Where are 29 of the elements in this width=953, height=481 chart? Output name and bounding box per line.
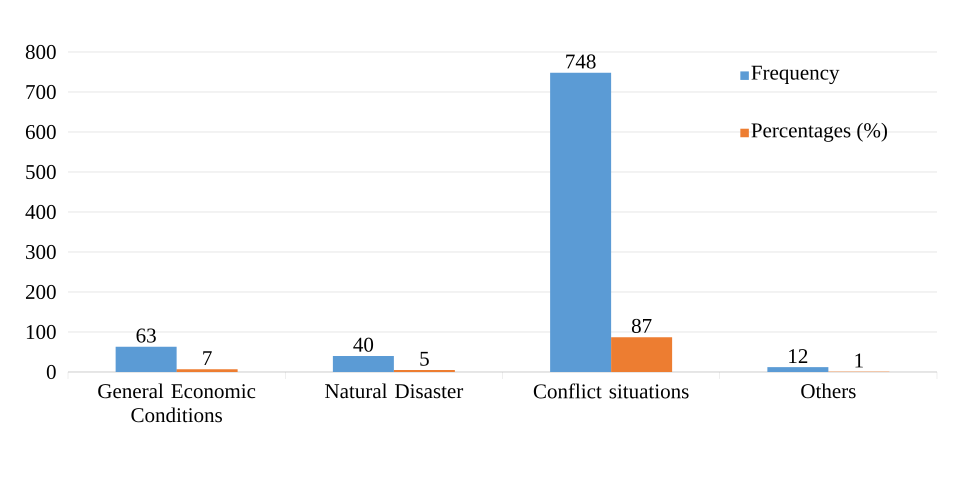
data-label: 12 bbox=[789, 349, 808, 363]
x-tick-label: Conflict situations bbox=[534, 383, 689, 398]
y-tick-label: 700 bbox=[26, 84, 56, 100]
y-tick-label: 100 bbox=[26, 324, 56, 340]
y-tick-label: 200 bbox=[26, 284, 56, 300]
y-tick-label: 0 bbox=[46, 364, 56, 380]
legend-label: Frequency bbox=[751, 66, 840, 84]
bar bbox=[767, 367, 828, 372]
data-label: 87 bbox=[632, 318, 652, 333]
y-tick-label: 800 bbox=[26, 44, 56, 60]
y-tick-label: 400 bbox=[25, 204, 56, 220]
bar bbox=[176, 369, 238, 372]
data-label: 748 bbox=[566, 54, 596, 69]
y-tick-label: 500 bbox=[26, 164, 56, 180]
x-tick-label: Natural Disaster bbox=[325, 383, 464, 398]
x-tick-label: Others bbox=[801, 383, 856, 398]
data-label: 7 bbox=[203, 351, 212, 365]
data-label: 40 bbox=[353, 338, 374, 352]
data-label: 63 bbox=[136, 328, 156, 343]
bar bbox=[116, 346, 177, 372]
bar bbox=[550, 72, 612, 372]
legend-label: Percentages (%) bbox=[751, 122, 887, 142]
data-label: 5 bbox=[420, 352, 429, 366]
y-tick-label: 600 bbox=[26, 124, 56, 140]
bar bbox=[332, 356, 394, 372]
y-tick-label: 300 bbox=[26, 244, 56, 260]
bar bbox=[611, 337, 672, 372]
x-tick-label: General Economic Conditions bbox=[98, 383, 256, 422]
data-label: 1 bbox=[855, 354, 863, 368]
